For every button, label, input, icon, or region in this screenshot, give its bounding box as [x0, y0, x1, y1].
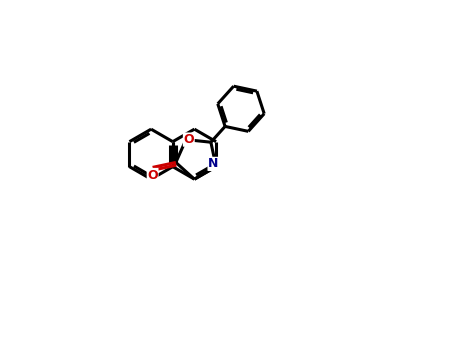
Text: O: O — [147, 168, 158, 182]
Text: N: N — [208, 158, 218, 170]
Text: O: O — [183, 133, 194, 146]
